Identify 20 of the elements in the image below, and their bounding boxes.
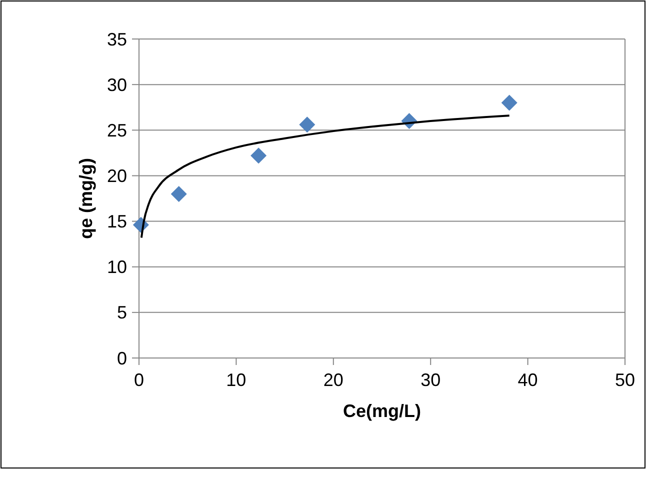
point: [250, 148, 267, 164]
y-tick-label: 0: [116, 348, 127, 368]
x-tick-label: 40: [518, 370, 538, 390]
x-axis-title: Ce(mg/L): [343, 401, 421, 421]
y-tick-label: 15: [106, 212, 127, 232]
x-tick-label: 20: [323, 370, 344, 390]
x-tick-label: 50: [614, 370, 636, 390]
y-axis-title: qe (mg/g): [76, 158, 96, 239]
y-tick-label: 35: [106, 29, 127, 50]
point: [170, 186, 187, 202]
y-tick-label: 20: [106, 166, 127, 186]
y-tick-label: 5: [116, 302, 127, 323]
point: [299, 116, 316, 133]
x-tick-label: 30: [420, 370, 441, 390]
x-tick-label: 0: [134, 370, 144, 390]
x-tick-label: 10: [226, 370, 246, 390]
y-tick-label: 10: [106, 257, 127, 278]
y-tick-label: 30: [106, 74, 127, 95]
point: [501, 94, 518, 111]
y-tick-label: 25: [106, 120, 127, 140]
